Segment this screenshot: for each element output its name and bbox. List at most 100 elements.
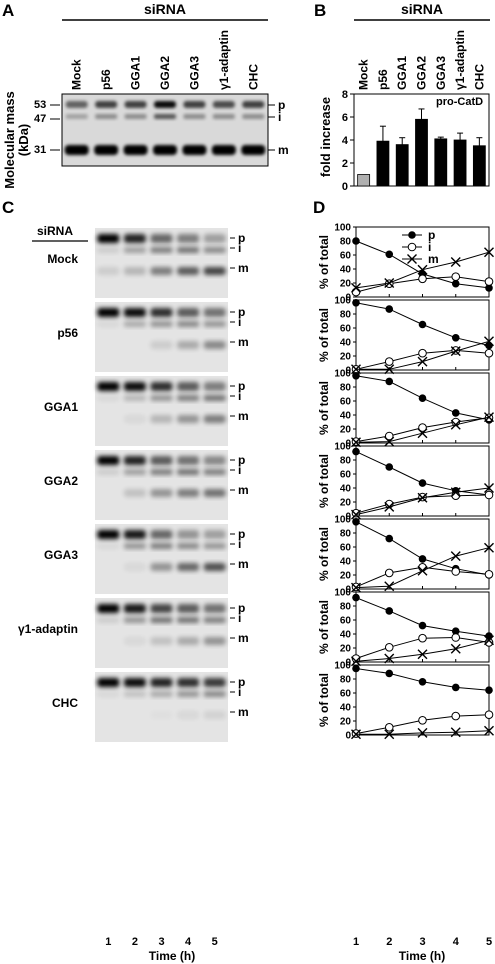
gel-band-p xyxy=(177,382,200,391)
gel-band-i xyxy=(203,247,226,253)
panel-d-point-i xyxy=(451,272,461,282)
panel-d-y-tick-label: 80 xyxy=(340,456,352,467)
panel-b-category-label: p56 xyxy=(376,69,390,90)
panel-d-point-p xyxy=(352,447,360,456)
panel-b-bar xyxy=(376,140,390,187)
panel-d-point-m xyxy=(450,419,461,430)
panel-d-xlabel: Time (h) xyxy=(399,949,445,963)
panel-b-bar xyxy=(472,145,486,187)
band-m xyxy=(182,145,207,155)
panel-c-gel-row: CHC pim xyxy=(52,672,249,742)
panel-a-lane-labels: Mock p56 GGA1 GGA2 GGA3 γ1-adaptin CHC xyxy=(70,30,261,90)
panel-d-point-p xyxy=(385,669,394,678)
gel-band-p xyxy=(150,678,173,687)
panel-d-y-tick-label: 20 xyxy=(340,279,352,290)
panel-d-ylabel: % of total xyxy=(317,673,331,727)
gel-band-m xyxy=(123,637,146,645)
band-m xyxy=(123,145,148,155)
gel-band-p xyxy=(97,234,120,243)
panel-b-header: siRNA xyxy=(401,1,443,17)
panel-c-row-label: Mock xyxy=(47,252,78,266)
panel-b-bar xyxy=(357,174,371,187)
panel-d-y-tick-label: 80 xyxy=(340,602,352,613)
gel-band-p xyxy=(203,382,226,391)
panel-c-row-label: GGA1 xyxy=(44,400,78,414)
panel-c-gel-row: GGA3 pim xyxy=(44,524,249,594)
panel-d-point-m xyxy=(417,428,428,439)
gel-band-m xyxy=(150,637,173,645)
panel-d-plot: 0 20 40 60 80 100% of total xyxy=(317,223,494,304)
band-p xyxy=(212,101,235,108)
panel-b-category-label: CHC xyxy=(472,64,486,90)
panel-c-band-label: i xyxy=(238,463,241,477)
panel-d-point-m xyxy=(417,492,428,503)
gel-band-p xyxy=(150,308,173,317)
gel-band-m xyxy=(151,711,173,719)
gel-band-m xyxy=(123,563,146,571)
panel-d-point-p xyxy=(418,394,427,403)
panel-d-point-m xyxy=(484,247,494,258)
gel-band-i xyxy=(177,469,200,475)
gel-band-p xyxy=(123,308,146,317)
panel-d-point-m xyxy=(484,635,494,646)
gel-band-p xyxy=(123,530,146,539)
panel-b-bars xyxy=(357,108,486,187)
panel-d-point-m xyxy=(450,727,461,738)
panel-d-y-tick-label: 100 xyxy=(334,223,351,234)
panel-d-point-p xyxy=(352,593,360,602)
panel-d-y-tick-label: 60 xyxy=(340,689,352,700)
panel-d-y-tick-label: 40 xyxy=(340,411,352,422)
panel-d-y-tick-label: 20 xyxy=(340,498,352,509)
panel-c-band-label: p xyxy=(238,231,245,245)
panel-c-lane-number: 3 xyxy=(158,936,164,948)
panel-d-y-tick-label: 20 xyxy=(340,425,352,436)
panel-d-point-i xyxy=(484,348,494,358)
panel-c-gels: Mockpimp56pimGGA1pimGGA2pimGGA3pimγ1-ada… xyxy=(18,228,249,742)
gel-band-m xyxy=(203,637,226,645)
panel-d-point-m xyxy=(384,364,395,375)
panel-d-point-m xyxy=(351,656,361,667)
panel-d-point-i xyxy=(351,508,361,518)
panel-d-plot-frame xyxy=(355,226,490,298)
gel-band-i xyxy=(203,543,226,549)
band-m xyxy=(94,145,119,155)
panel-b-category-label: γ1-adaptin xyxy=(453,30,467,90)
legend-label-p: p xyxy=(428,228,435,242)
gel-band-p xyxy=(123,456,146,465)
gel-band-p xyxy=(97,308,120,317)
panel-d-point-m xyxy=(384,278,395,288)
panel-d-legend: pim xyxy=(402,228,439,266)
panel-c-band-label: i xyxy=(238,537,241,551)
panel-c-band-label: m xyxy=(238,705,249,719)
panel-d-point-m xyxy=(484,336,494,347)
gel-band-p xyxy=(150,234,173,243)
panel-c-lane-number: 1 xyxy=(105,936,111,948)
panel-d-y-tick-label: 0 xyxy=(345,293,351,304)
panel-d-point-i xyxy=(484,710,494,720)
legend-label-i: i xyxy=(428,240,431,254)
gel-band-p xyxy=(150,604,173,613)
panel-d-y-tick-label: 80 xyxy=(340,383,352,394)
panel-d-point-i xyxy=(384,643,394,652)
panel-d-y-tick-label: 0 xyxy=(345,366,351,377)
band-p xyxy=(242,101,265,108)
gel-band-p xyxy=(203,234,226,243)
panel-d-y-tick-label: 20 xyxy=(340,717,352,728)
panel-d-ylabel: % of total xyxy=(317,454,331,508)
gel-band-p xyxy=(123,234,146,243)
panel-b-y-tick-label: 2 xyxy=(342,158,348,170)
band-i xyxy=(154,114,176,119)
band-m xyxy=(64,145,89,155)
gel-band-p xyxy=(97,604,120,613)
gel-band-p xyxy=(123,382,146,391)
panel-d-y-tick-label: 0 xyxy=(345,731,351,742)
panel-d-point-m xyxy=(351,364,361,375)
panel-d-point-p xyxy=(352,299,360,307)
gel-band-i xyxy=(177,247,200,253)
panel-c-band-label: m xyxy=(238,335,249,349)
band-p xyxy=(95,101,118,108)
panel-d-point-i xyxy=(384,723,394,732)
gel-band-m xyxy=(150,415,173,423)
panel-b-y-axis: 0 2 4 6 8 xyxy=(342,89,354,193)
